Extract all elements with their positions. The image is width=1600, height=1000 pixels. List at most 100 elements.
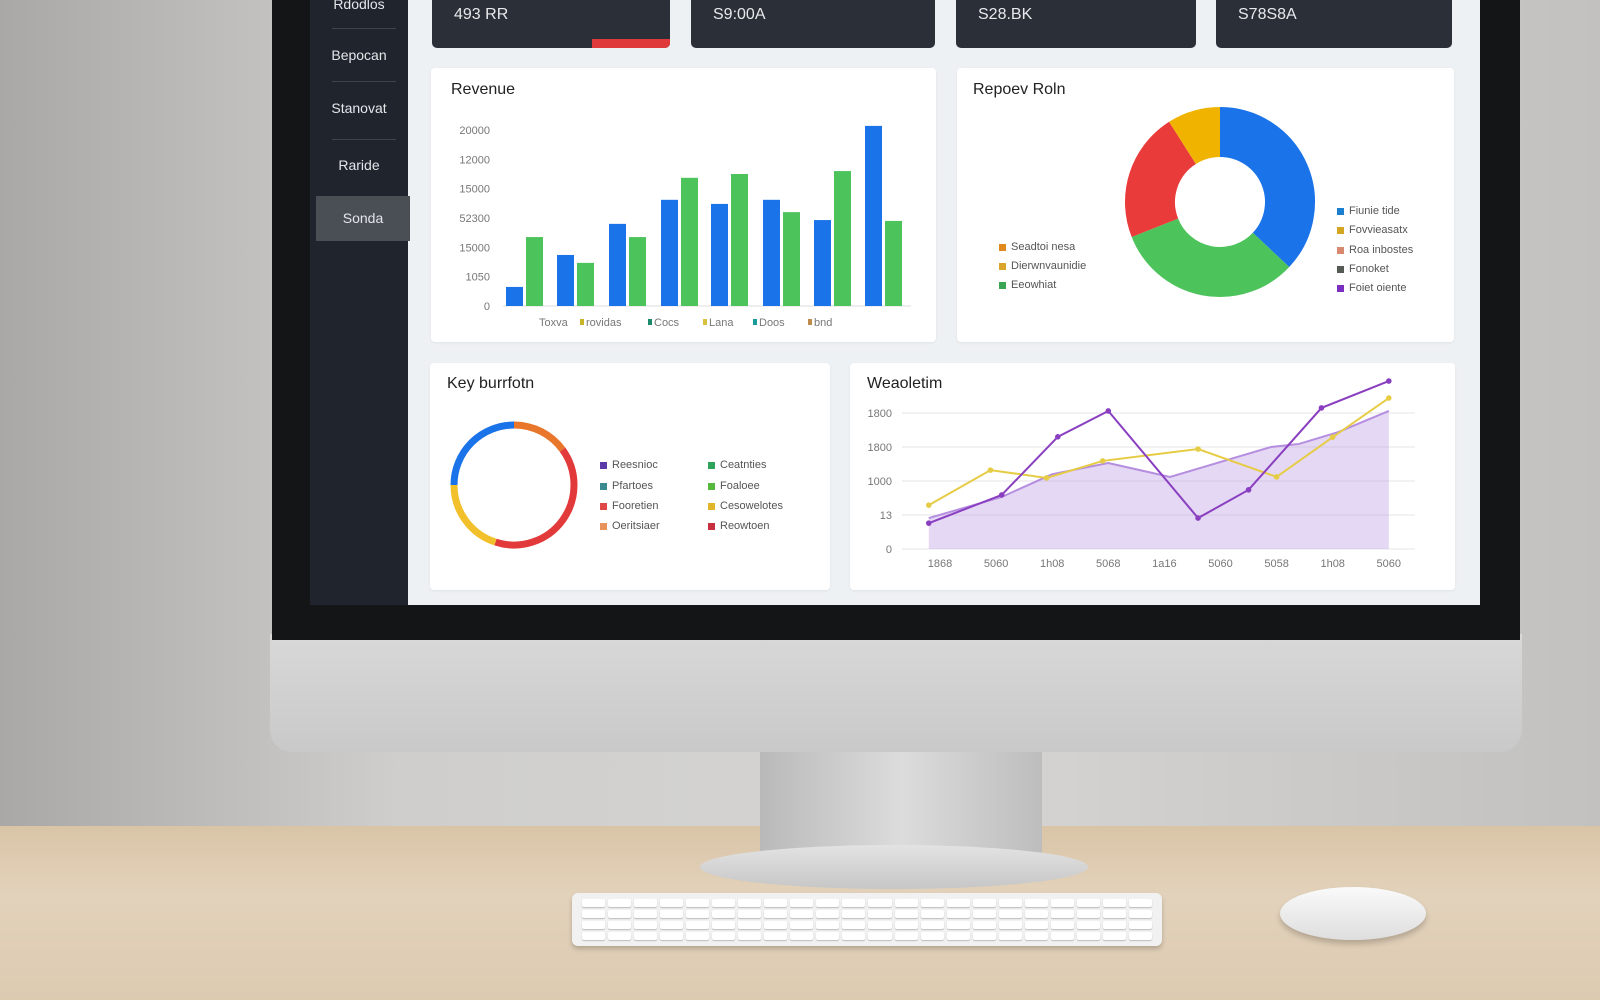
- key[interactable]: [972, 899, 996, 907]
- key[interactable]: [816, 932, 840, 940]
- key[interactable]: [1102, 910, 1126, 918]
- key[interactable]: [972, 932, 996, 940]
- key[interactable]: [608, 921, 632, 929]
- key[interactable]: [1102, 921, 1126, 929]
- key[interactable]: [712, 899, 736, 907]
- key[interactable]: [972, 921, 996, 929]
- key[interactable]: [842, 899, 866, 907]
- key[interactable]: [686, 899, 710, 907]
- key[interactable]: [894, 921, 918, 929]
- key[interactable]: [972, 910, 996, 918]
- key[interactable]: [712, 921, 736, 929]
- key[interactable]: [998, 910, 1022, 918]
- y-tick-label: 15000: [459, 242, 490, 254]
- key[interactable]: [1128, 910, 1152, 918]
- sidebar-item-selected[interactable]: Sonda: [316, 196, 410, 241]
- key[interactable]: [712, 910, 736, 918]
- key[interactable]: [634, 899, 658, 907]
- key[interactable]: [1050, 910, 1074, 918]
- key[interactable]: [1076, 910, 1100, 918]
- key[interactable]: [946, 932, 970, 940]
- key[interactable]: [998, 921, 1022, 929]
- sidebar-item[interactable]: Stanovat: [331, 100, 387, 116]
- keyboard[interactable]: [572, 893, 1162, 946]
- key[interactable]: [1128, 899, 1152, 907]
- key[interactable]: [660, 910, 684, 918]
- key[interactable]: [868, 921, 892, 929]
- key[interactable]: [842, 921, 866, 929]
- key[interactable]: [1076, 899, 1100, 907]
- key[interactable]: [816, 921, 840, 929]
- key[interactable]: [894, 899, 918, 907]
- key[interactable]: [608, 899, 632, 907]
- key[interactable]: [1024, 899, 1048, 907]
- key[interactable]: [946, 921, 970, 929]
- key[interactable]: [1102, 899, 1126, 907]
- sidebar-item[interactable]: Rdodlos: [333, 0, 385, 12]
- sidebar-item[interactable]: Raride: [338, 157, 380, 173]
- key[interactable]: [894, 910, 918, 918]
- key[interactable]: [1076, 921, 1100, 929]
- key[interactable]: [816, 910, 840, 918]
- key[interactable]: [634, 910, 658, 918]
- key[interactable]: [998, 899, 1022, 907]
- key[interactable]: [842, 910, 866, 918]
- legend-label: Foiet oiente: [1349, 282, 1407, 294]
- key[interactable]: [790, 921, 814, 929]
- key[interactable]: [686, 932, 710, 940]
- key[interactable]: [1024, 921, 1048, 929]
- legend-label: Reowtoen: [720, 520, 770, 532]
- key[interactable]: [790, 932, 814, 940]
- key[interactable]: [1102, 932, 1126, 940]
- key[interactable]: [582, 932, 606, 940]
- key[interactable]: [764, 921, 788, 929]
- key[interactable]: [634, 932, 658, 940]
- key[interactable]: [582, 899, 606, 907]
- key[interactable]: [920, 910, 944, 918]
- key[interactable]: [764, 910, 788, 918]
- key[interactable]: [712, 932, 736, 940]
- key[interactable]: [1024, 932, 1048, 940]
- key[interactable]: [764, 899, 788, 907]
- key[interactable]: [920, 932, 944, 940]
- key[interactable]: [1128, 932, 1152, 940]
- key[interactable]: [790, 899, 814, 907]
- key[interactable]: [946, 910, 970, 918]
- mouse[interactable]: [1280, 887, 1426, 940]
- key[interactable]: [660, 899, 684, 907]
- key[interactable]: [894, 932, 918, 940]
- key[interactable]: [946, 899, 970, 907]
- legend-swatch: [703, 319, 707, 325]
- key[interactable]: [582, 921, 606, 929]
- key[interactable]: [868, 899, 892, 907]
- key[interactable]: [582, 910, 606, 918]
- key[interactable]: [764, 932, 788, 940]
- key[interactable]: [1050, 899, 1074, 907]
- key[interactable]: [868, 910, 892, 918]
- key[interactable]: [868, 932, 892, 940]
- key[interactable]: [998, 932, 1022, 940]
- key[interactable]: [816, 899, 840, 907]
- key[interactable]: [686, 921, 710, 929]
- key[interactable]: [920, 899, 944, 907]
- key[interactable]: [738, 932, 762, 940]
- key[interactable]: [1076, 932, 1100, 940]
- key[interactable]: [660, 932, 684, 940]
- key[interactable]: [738, 921, 762, 929]
- key[interactable]: [790, 910, 814, 918]
- key[interactable]: [842, 932, 866, 940]
- key[interactable]: [686, 910, 710, 918]
- key[interactable]: [1050, 921, 1074, 929]
- key[interactable]: [738, 910, 762, 918]
- key[interactable]: [738, 899, 762, 907]
- sidebar-item[interactable]: Bepocan: [331, 47, 387, 63]
- key[interactable]: [1050, 932, 1074, 940]
- key[interactable]: [608, 932, 632, 940]
- key[interactable]: [1128, 921, 1152, 929]
- key[interactable]: [608, 910, 632, 918]
- key[interactable]: [1024, 910, 1048, 918]
- key[interactable]: [634, 921, 658, 929]
- key[interactable]: [660, 921, 684, 929]
- key[interactable]: [920, 921, 944, 929]
- bar: [577, 262, 594, 306]
